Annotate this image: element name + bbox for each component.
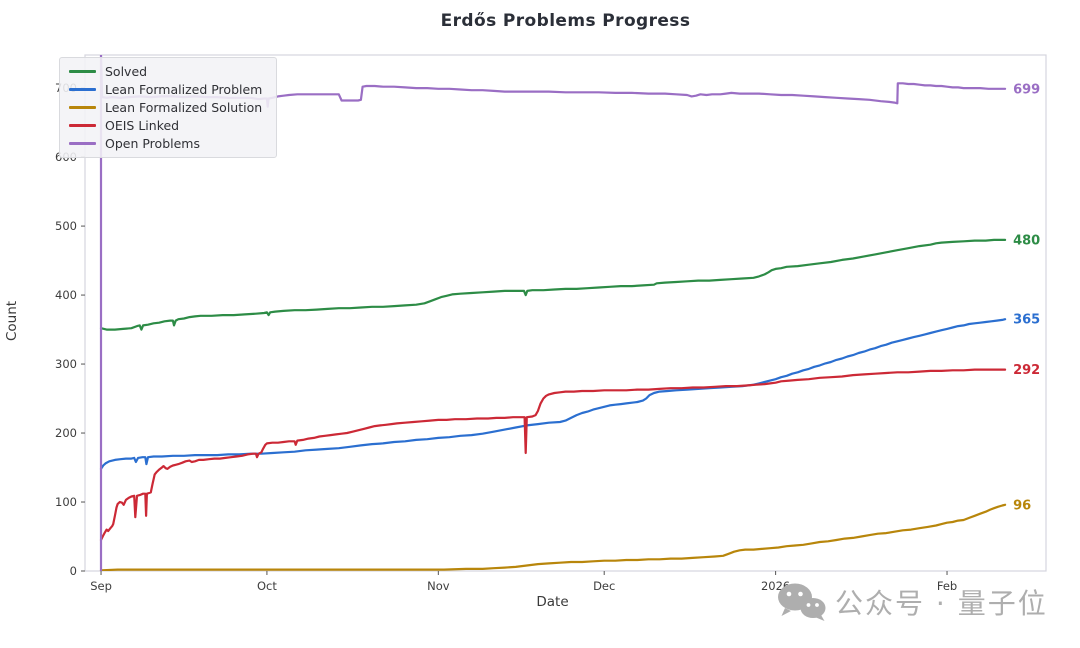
legend-label: Solved bbox=[105, 64, 148, 79]
series-oeis-linked bbox=[99, 368, 1007, 542]
legend-line-swatch bbox=[69, 106, 96, 109]
y-tick-label: 100 bbox=[55, 495, 77, 509]
legend: Solved Lean Formalized Problem Lean Formal… bbox=[59, 57, 278, 158]
series-end-label-480: 480 bbox=[1013, 233, 1040, 248]
legend-line-swatch bbox=[69, 124, 96, 127]
x-tick-label: Dec bbox=[593, 579, 615, 593]
legend-line-swatch bbox=[69, 142, 96, 145]
x-tick-label: Sep bbox=[90, 579, 112, 593]
legend-label: Open Problems bbox=[105, 136, 200, 151]
watermark: 公众号 · 量子位 bbox=[776, 582, 1048, 626]
series-end-label-699: 699 bbox=[1013, 82, 1040, 97]
x-tick-label: Nov bbox=[427, 579, 450, 593]
legend-item: Lean Formalized Solution bbox=[69, 100, 263, 115]
series-end-label-292: 292 bbox=[1013, 363, 1040, 378]
x-tick-label: Oct bbox=[257, 579, 277, 593]
legend-label: Lean Formalized Problem bbox=[105, 82, 263, 97]
legend-item: Lean Formalized Problem bbox=[69, 82, 263, 97]
legend-line-swatch bbox=[69, 70, 96, 73]
series-lean-formalized-solution bbox=[99, 503, 1007, 571]
y-tick-label: 300 bbox=[55, 357, 77, 371]
legend-line-swatch bbox=[69, 88, 96, 91]
series-solved bbox=[99, 238, 1007, 331]
chart-title: Erdős Problems Progress bbox=[440, 11, 691, 31]
x-tick-label: Feb bbox=[937, 579, 957, 593]
x-axis-label: Date bbox=[536, 594, 569, 610]
y-tick-label: 500 bbox=[55, 219, 77, 233]
legend-label: OEIS Linked bbox=[105, 118, 180, 133]
legend-item: Solved bbox=[69, 64, 262, 79]
series-end-label-96: 96 bbox=[1013, 498, 1031, 513]
y-tick-label: 400 bbox=[55, 288, 77, 302]
series-lean-formalized-problem bbox=[99, 318, 1007, 470]
watermark-text: 公众号 · 量子位 bbox=[835, 587, 1048, 620]
y-tick-label: 0 bbox=[70, 564, 77, 578]
legend-item: OEIS Linked bbox=[69, 118, 262, 133]
y-tick-label: 200 bbox=[55, 426, 77, 440]
legend-item: Open Problems bbox=[69, 136, 262, 151]
legend-label: Lean Formalized Solution bbox=[105, 100, 263, 115]
series-end-label-365: 365 bbox=[1013, 313, 1040, 328]
wechat-icon bbox=[776, 582, 828, 626]
